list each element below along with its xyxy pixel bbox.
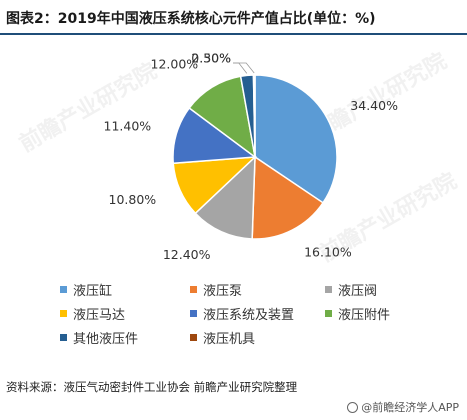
legend-swatch bbox=[190, 310, 197, 317]
legend-item: 液压系统及装置 bbox=[190, 304, 294, 323]
legend-swatch bbox=[190, 286, 197, 293]
pie-slice bbox=[252, 74, 256, 158]
legend-item: 液压附件 bbox=[325, 304, 390, 323]
legend-swatch bbox=[60, 286, 67, 293]
data-label: 0.30% bbox=[191, 51, 231, 66]
legend-item: 液压缸 bbox=[60, 280, 112, 299]
data-label: 2.50% bbox=[191, 51, 231, 66]
legend-swatch bbox=[325, 286, 332, 293]
legend-label: 其他液压件 bbox=[73, 332, 139, 347]
source-note: 资料来源：液压气动密封件工业协会 前瞻产业研究院整理 bbox=[6, 380, 298, 394]
pie-chart: 34.40% 16.10% 12.40% 10.80% 11.40% 12.00%2.50… bbox=[104, 51, 399, 262]
leader-line bbox=[233, 62, 255, 74]
leader-line bbox=[233, 62, 248, 74]
data-label: 12.40% bbox=[163, 247, 211, 262]
pie-slice bbox=[188, 75, 257, 159]
legend-label: 液压马达 bbox=[73, 308, 126, 323]
leader-lines bbox=[233, 62, 255, 74]
watermark-text: @前瞻经济学人APP bbox=[361, 401, 459, 414]
data-label: 12.00% bbox=[151, 57, 199, 72]
legend-label: 液压缸 bbox=[73, 284, 113, 299]
watermark-icon bbox=[347, 401, 359, 413]
legend-label: 液压机具 bbox=[203, 332, 256, 347]
pie-slice bbox=[251, 155, 325, 240]
data-labels: 34.40% 16.10% 12.40% 10.80% 11.40% 12.00%2.50… bbox=[104, 51, 399, 262]
legend-item: 液压机具 bbox=[190, 328, 255, 347]
legend-label: 液压阀 bbox=[338, 284, 378, 299]
pie-slices bbox=[172, 74, 338, 240]
legend-item: 其他液压件 bbox=[60, 328, 138, 347]
legend-label: 液压泵 bbox=[203, 284, 243, 299]
legend-swatch bbox=[60, 310, 67, 317]
data-label: 16.10% bbox=[304, 245, 352, 260]
legend-item: 液压泵 bbox=[190, 280, 242, 299]
legend-item: 液压马达 bbox=[60, 304, 125, 323]
data-label: 34.40% bbox=[350, 98, 398, 113]
watermark: @前瞻经济学人APP bbox=[347, 399, 459, 415]
legend-swatch bbox=[60, 334, 67, 341]
title-underline bbox=[0, 33, 467, 35]
pie-slice bbox=[254, 74, 338, 204]
legend-label: 液压附件 bbox=[338, 308, 391, 323]
data-label: 10.80% bbox=[109, 192, 157, 207]
legend-swatch bbox=[190, 334, 197, 341]
legend-swatch bbox=[325, 310, 332, 317]
pie-slice bbox=[194, 155, 256, 240]
legend-item: 液压阀 bbox=[325, 280, 377, 299]
legend-label: 液压系统及装置 bbox=[203, 308, 295, 323]
data-label: 11.40% bbox=[104, 119, 152, 134]
chart-title: 图表2：2019年中国液压系统核心元件产值占比(单位：%) bbox=[6, 11, 376, 27]
